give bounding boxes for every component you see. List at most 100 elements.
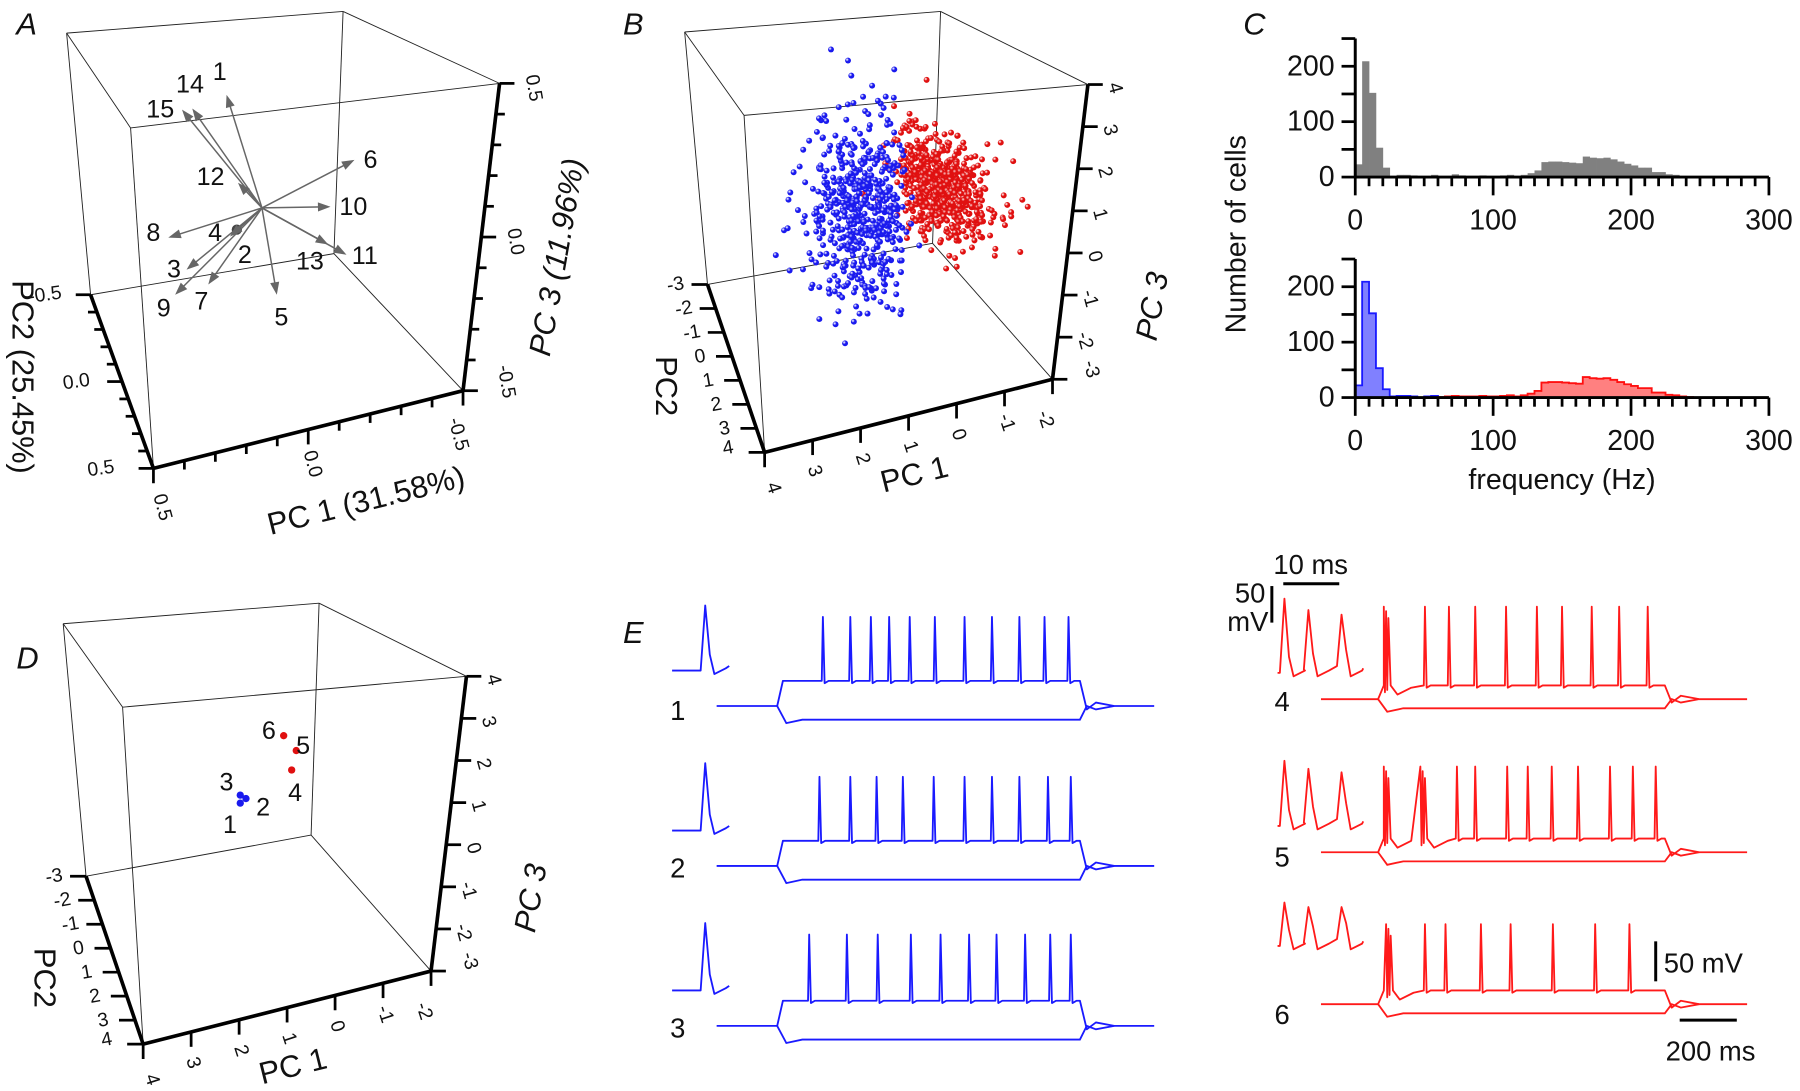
scatter-point (831, 197, 838, 204)
scatter-point (861, 251, 868, 258)
scatter-point (918, 155, 925, 162)
scale-label-inset-voltage: 50 (1235, 577, 1265, 608)
tick-label-pc3: 0 (1083, 248, 1107, 264)
scatter-point (942, 204, 948, 211)
axis-pc2 (84, 875, 145, 1045)
scatter-point (800, 218, 807, 225)
scatter-point (823, 250, 830, 257)
x-tick-label: 0 (1347, 204, 1363, 236)
scatter-point (888, 272, 895, 278)
scale-label-time: 200 ms (1666, 1036, 1756, 1067)
voltage-trace-depolarizing (716, 933, 1155, 1031)
scatter-point (967, 197, 974, 204)
scatter-point (868, 172, 875, 179)
scatter-point (950, 184, 957, 191)
scatter-point (933, 212, 940, 219)
cube-edge (310, 834, 432, 972)
example-cell-label: 2 (256, 794, 270, 822)
scatter-point (856, 310, 863, 317)
cluster-high-frequency (859, 76, 1031, 272)
scatter-point (898, 257, 905, 264)
trace-row-5: 5 (1275, 759, 1748, 872)
histogram-bar (1624, 163, 1632, 178)
scatter-point (845, 57, 851, 64)
histogram-series-0 (1355, 61, 1687, 178)
example-cell-point (242, 794, 250, 803)
cube-edge (684, 31, 708, 285)
trace-label: 3 (670, 1013, 685, 1044)
loading-label: 3 (167, 256, 181, 284)
trace-label: 4 (1275, 686, 1290, 717)
scatter-point (816, 115, 822, 122)
cube-edge (62, 623, 87, 877)
histogram-bar (1568, 162, 1577, 178)
action-potential-inset (672, 762, 730, 835)
scatter-point (959, 248, 966, 255)
scatter-point (907, 172, 914, 178)
scatter-point (962, 208, 969, 215)
voltage-trace-depolarizing (1320, 605, 1748, 704)
scatter-point (1008, 213, 1015, 220)
scatter-point (848, 274, 855, 281)
tick-label-pc3: 3 (1098, 122, 1122, 138)
cube-edge (743, 115, 766, 453)
scatter-point (869, 259, 876, 266)
scatter-point (880, 207, 887, 214)
arrowhead-icon (208, 271, 220, 285)
scatter-point (827, 219, 834, 226)
scatter-point (988, 207, 995, 214)
tick-label-pc2: 2 (709, 393, 723, 417)
scatter-point (831, 240, 838, 247)
scatter-point (946, 209, 953, 216)
scatter-point (883, 266, 890, 273)
tick-label-pc2: 1 (79, 960, 93, 984)
axis-title-pc1: PC 1 (877, 449, 952, 500)
loading-label: 1 (213, 58, 227, 86)
tick-label-pc3: -2 (1072, 329, 1098, 351)
cube-edge (62, 623, 123, 708)
scatter-point (991, 252, 998, 259)
scatter-point (906, 110, 913, 117)
cube-edge (130, 82, 500, 129)
example-cell-label: 6 (262, 717, 276, 745)
scatter-point (806, 250, 813, 257)
histogram-bar (1582, 156, 1591, 178)
cube-edge (122, 707, 144, 1045)
histogram-bar (1603, 157, 1611, 178)
scatter-point (820, 189, 827, 196)
arrowhead-icon (237, 182, 250, 196)
histogram-bar (1362, 61, 1370, 178)
scatter-point (960, 228, 967, 235)
scatter-point (884, 140, 890, 147)
scatter-point (821, 173, 828, 180)
scatter-point (880, 280, 887, 287)
tick-label-pc1: -1 (994, 411, 1020, 434)
scatter-point (904, 142, 911, 148)
scatter-point (893, 281, 900, 287)
scatter-point (938, 217, 945, 224)
scatter-point (952, 255, 959, 262)
scatter-point (889, 306, 896, 313)
scatter-point (815, 188, 822, 195)
cube-edge (122, 675, 467, 708)
tick-label-pc2: 0.0 (61, 369, 91, 395)
scatter-point (828, 46, 834, 53)
scatter-point (864, 310, 871, 317)
panel-label-c: C (1243, 6, 1266, 41)
voltage-trace-depolarizing (716, 615, 1155, 711)
example-cell-point (288, 766, 296, 774)
scatter-point (872, 176, 879, 183)
scatter-point (830, 252, 837, 259)
scatter-point (963, 155, 970, 162)
scale-label-inset-voltage-unit: mV (1227, 606, 1269, 637)
example-cell-point (280, 732, 288, 740)
tick-label-pc2: 4 (99, 1028, 114, 1052)
cube-edge (318, 602, 467, 677)
scatter-point (874, 152, 881, 159)
scatter-point (936, 138, 943, 145)
scatter-point (909, 203, 915, 210)
scatter-point (977, 203, 984, 210)
scatter-point (818, 203, 825, 210)
tick-label-pc1: 0.5 (148, 491, 176, 523)
